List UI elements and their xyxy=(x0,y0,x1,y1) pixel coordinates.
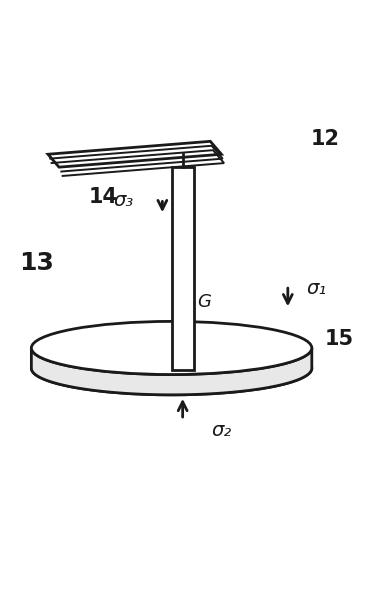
Text: G: G xyxy=(197,293,211,311)
Polygon shape xyxy=(172,167,194,370)
Text: σ₃: σ₃ xyxy=(114,191,134,210)
Text: σ₁: σ₁ xyxy=(306,280,327,298)
Ellipse shape xyxy=(31,341,312,395)
Polygon shape xyxy=(31,348,312,395)
Text: 14: 14 xyxy=(89,187,118,206)
Polygon shape xyxy=(48,142,221,167)
Text: 15: 15 xyxy=(325,329,354,349)
Ellipse shape xyxy=(31,322,312,374)
Text: σ₂: σ₂ xyxy=(211,421,231,440)
Text: 12: 12 xyxy=(310,130,339,149)
Text: 13: 13 xyxy=(20,251,54,275)
